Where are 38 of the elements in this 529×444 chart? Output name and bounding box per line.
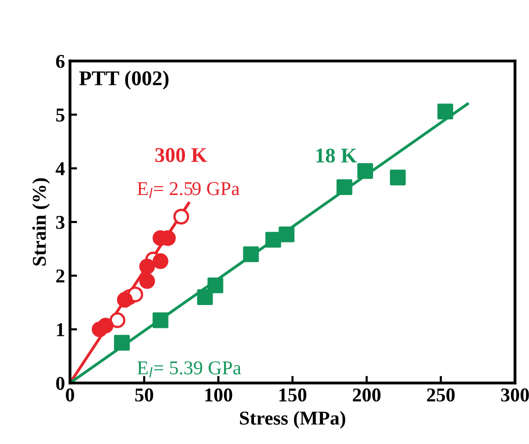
point: [278, 226, 294, 242]
point: [243, 246, 259, 262]
y-axis-title: Strain (%): [32, 178, 50, 266]
y-tick-label: 3: [56, 216, 64, 229]
annotation: E$_{l}$= 2.59 GPa: [137, 182, 240, 198]
series-label: 18 K: [316, 148, 357, 163]
point: [139, 273, 156, 289]
point: [117, 292, 133, 308]
x-tick-label: 100: [205, 388, 232, 402]
point: [139, 258, 156, 274]
text: 300 K: [155, 148, 208, 162]
point: [207, 277, 224, 294]
point: [336, 179, 352, 195]
x-tick-label: 0: [66, 388, 74, 402]
annotation: E$_{l}$= 5.39 GPa: [137, 361, 242, 378]
y-tick-label: 6: [56, 54, 65, 68]
point: [173, 208, 190, 225]
point: [437, 104, 454, 120]
x-tick-label: 300: [501, 388, 529, 402]
point: [152, 253, 168, 270]
point: [357, 163, 374, 179]
point: [114, 334, 130, 351]
y-tick-label: 0: [56, 376, 64, 390]
point: [110, 312, 126, 328]
y-tick-label: 5: [56, 108, 64, 122]
y-tick-label: 4: [56, 162, 65, 176]
point: [98, 318, 114, 334]
annotation: PTT (002): [79, 70, 168, 90]
point: [197, 289, 213, 306]
x-tick-label: 150: [279, 388, 306, 402]
y-tick-label: 1: [56, 323, 64, 336]
point: [152, 312, 168, 328]
x-tick-label: 200: [352, 388, 381, 402]
x-tick-label: 50: [135, 388, 154, 402]
y-tick-label: 2: [56, 270, 64, 282]
point: [390, 170, 406, 186]
x-tick-label: 250: [427, 388, 455, 402]
x-axis-title: Stress (MPa): [240, 411, 346, 429]
